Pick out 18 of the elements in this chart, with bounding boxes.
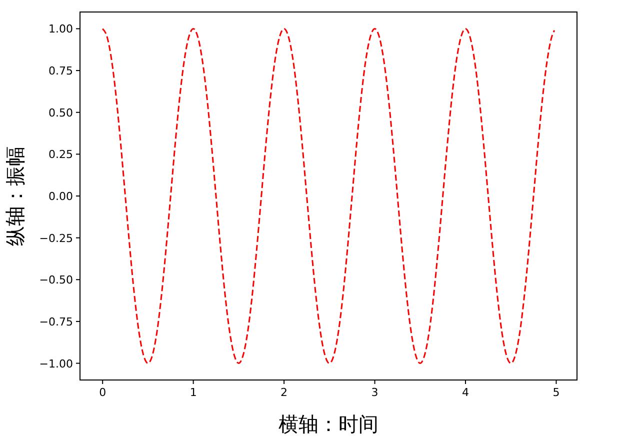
line-series: [102, 28, 556, 364]
y-tick-label: −1.00: [39, 357, 73, 370]
y-tick-label: 0.25: [48, 148, 73, 162]
y-tick-label: −0.25: [39, 232, 73, 245]
y-axis-title: 纵轴：振幅: [3, 146, 27, 246]
y-tick-label: 0.75: [48, 64, 73, 78]
y-tick-label: 0.00: [48, 190, 73, 203]
x-tick-label: 3: [371, 386, 378, 399]
y-tick-label: −0.75: [39, 315, 73, 328]
x-tick-label: 2: [280, 386, 288, 399]
y-tick-label: 0.50: [48, 106, 73, 120]
x-axis-title: 横轴：时间: [278, 412, 378, 436]
y-tick-label: 1.00: [48, 22, 73, 36]
x-tick-label: 5: [552, 386, 560, 399]
x-tick-label: 1: [190, 386, 197, 399]
y-tick-label: −0.50: [39, 274, 73, 287]
x-tick-label: 4: [462, 386, 469, 399]
x-tick-label: 0: [99, 386, 106, 399]
